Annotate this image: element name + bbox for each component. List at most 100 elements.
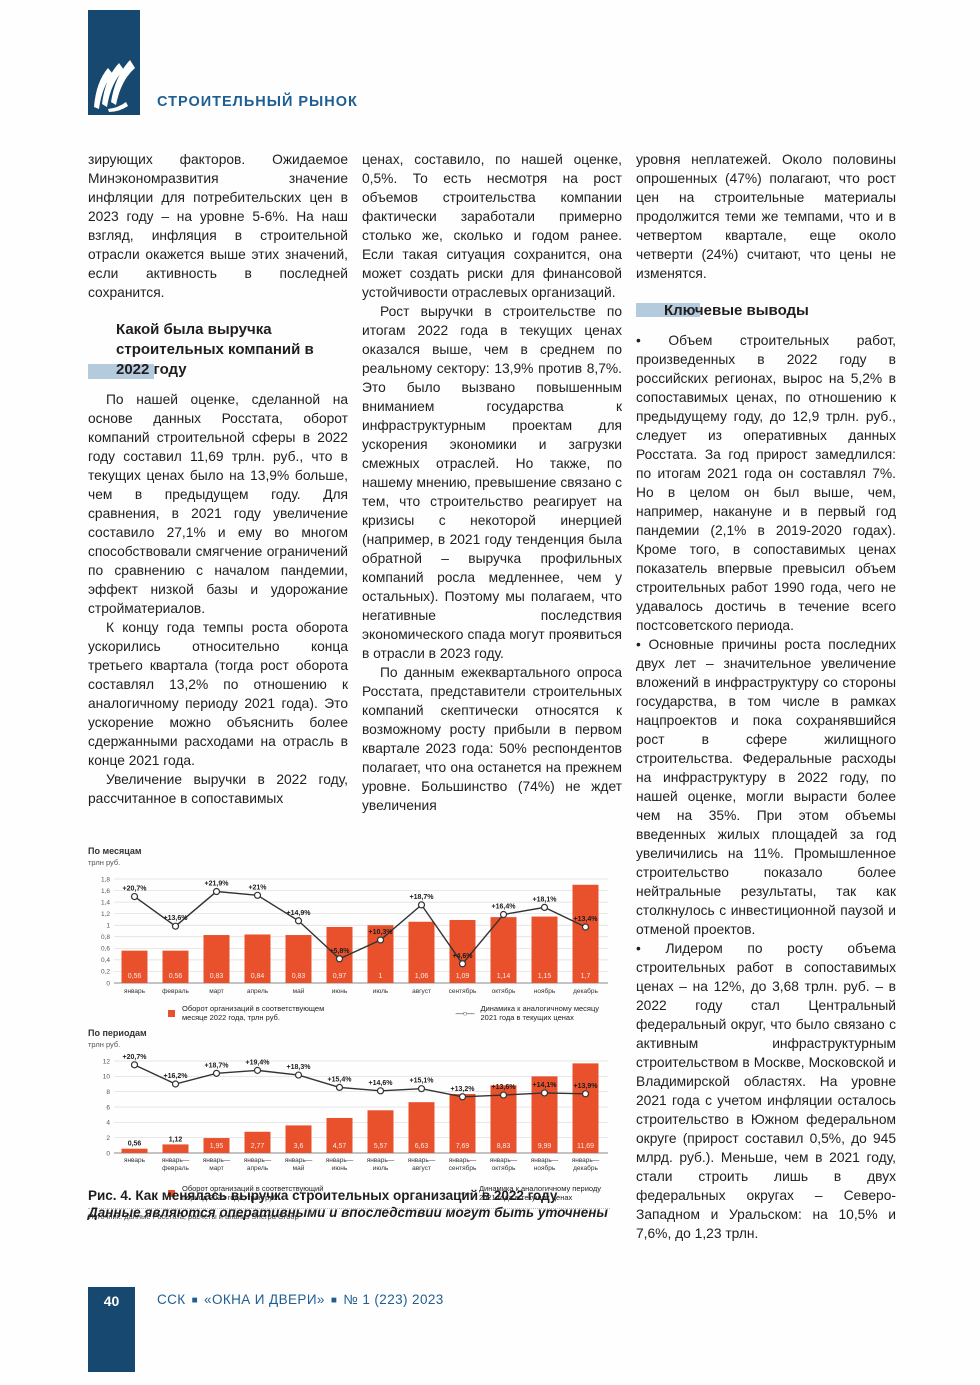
chart-cumulative: По периодам трлн руб. 0 2 4 6 8 10 12 0,56 январ… <box>88 1028 610 1202</box>
line-point-label: +13,6% <box>164 915 189 922</box>
y-tick-label: 6 <box>106 1104 110 1111</box>
bar <box>285 1125 312 1153</box>
line-point <box>540 903 549 912</box>
chart-unit-label: трлн руб. <box>88 1040 121 1049</box>
heading-highlight-bar <box>636 303 700 317</box>
y-tick-label: 4 <box>106 1120 110 1127</box>
bar-value-label: 3,6 <box>294 1143 304 1150</box>
x-tick-label: февраль <box>162 988 189 995</box>
y-tick-label: 0 <box>106 1150 110 1157</box>
bar-value-label: 8,83 <box>497 1143 511 1150</box>
line-point <box>458 1093 467 1101</box>
x-tick-label: июль <box>373 1165 389 1172</box>
bar <box>162 950 189 983</box>
y-tick-label: 1 <box>106 923 110 930</box>
line-point <box>499 1091 508 1099</box>
line-point-label: +13,2% <box>451 1086 476 1093</box>
x-tick-label: июнь <box>332 1165 348 1172</box>
x-tick-label: декабрь <box>573 1164 598 1172</box>
bar <box>244 934 271 983</box>
dynamics-line <box>134 890 586 965</box>
line-point <box>581 1090 590 1098</box>
bar <box>367 925 394 983</box>
line-point-label: +18,7% <box>205 1062 230 1069</box>
bar-value-label: 1,95 <box>210 1143 224 1150</box>
line-point-label: +13,4% <box>574 916 599 923</box>
x-tick-label: ноябрь <box>534 987 556 995</box>
x-tick-label: февраль <box>162 1165 189 1172</box>
line-point <box>335 1083 344 1092</box>
x-tick-label: март <box>209 1165 224 1172</box>
footer-publisher: ССК <box>157 1292 186 1307</box>
page-number: 40 <box>103 1293 120 1309</box>
y-tick-label: 0,6 <box>101 946 110 953</box>
bar-value-label: 1,06 <box>415 973 429 980</box>
footer-issue-name: «ОКНА И ДВЕРИ» <box>204 1292 325 1307</box>
line-series-label: Динамика к аналогичному месяцу 2021 года… <box>480 1004 600 1022</box>
line-point-label: +14,9% <box>287 910 312 917</box>
line-point <box>540 1089 549 1097</box>
text-column-3: уровня неплатежей. Около половины опроше… <box>636 150 896 1243</box>
bar <box>121 950 148 983</box>
dynamics-line <box>134 1064 586 1098</box>
line-point-label: +14,6% <box>369 1080 394 1087</box>
bar <box>326 1117 353 1153</box>
x-tick-label: январь— <box>572 1157 600 1164</box>
bar-series-label: Оборот организаций в соответствующий пер… <box>182 1184 324 1202</box>
paragraph: По нашей оценке, сделанной на основе дан… <box>88 392 348 616</box>
x-tick-label: январь— <box>244 1157 272 1164</box>
bar <box>203 1138 230 1153</box>
bar <box>408 1102 435 1153</box>
bar <box>490 917 517 983</box>
footer-line: ССК ■ «ОКНА И ДВЕРИ» ■ № 1 (223) 2023 <box>157 1292 444 1307</box>
y-tick-label: 1,6 <box>101 888 110 895</box>
x-tick-label: декабрь <box>573 987 598 995</box>
y-tick-label: 1,2 <box>101 911 110 918</box>
bar-value-label: 1,09 <box>456 973 470 980</box>
figure-4: По месяцам трлн руб. 0 0,2 0,4 0,6 0,8 1 1,2 1,… <box>88 846 610 1221</box>
bar-value-label: 1 <box>379 973 383 980</box>
y-tick-label: 0 <box>106 980 110 987</box>
figure-source: Источник: данные Росстата, расчеты и ана… <box>88 1212 299 1221</box>
bar-value-label: 0,56 <box>128 1141 142 1148</box>
x-tick-label: май <box>293 987 305 995</box>
line-point-label: +14,1% <box>533 1082 558 1089</box>
bar-value-label: 2,77 <box>251 1143 265 1150</box>
bar <box>367 1110 394 1153</box>
chart-legend: Оборот организаций в соответствующий пер… <box>88 1184 610 1202</box>
chart-legend: Оборот организаций в соответствующем мес… <box>88 1004 610 1022</box>
y-tick-label: 2 <box>106 1135 110 1142</box>
chart-monthly: По месяцам трлн руб. 0 0,2 0,4 0,6 0,8 1 1,2 1,… <box>88 846 610 1022</box>
line-point-label: +5,8% <box>329 948 350 955</box>
bar-value-label: 1,14 <box>497 973 511 980</box>
x-tick-label: июнь <box>332 988 348 995</box>
line-point-label: +21% <box>248 884 267 891</box>
line-series-marker-icon: —○— <box>455 1008 475 1018</box>
bullet-paragraph: • Объем строительных работ, произведенны… <box>636 333 896 633</box>
bar-value-label: 6,63 <box>415 1143 429 1150</box>
x-tick-label: апрель <box>247 988 269 995</box>
x-tick-label: май <box>293 1164 305 1172</box>
line-point-label: +10,3% <box>369 929 394 936</box>
x-tick-label: ноябрь <box>534 1164 556 1172</box>
x-tick-label: январь— <box>162 1157 190 1164</box>
line-point <box>212 887 221 896</box>
line-point <box>458 960 467 968</box>
figure-caption: Рис. 4. Как менялась выручка строительны… <box>88 1188 612 1220</box>
logo-swoosh-icon <box>94 60 135 112</box>
bar-value-label: 5,57 <box>374 1143 388 1150</box>
paragraph: уровня неплатежей. Около половины опроше… <box>636 152 896 281</box>
bar-value-label: 11,69 <box>577 1143 594 1150</box>
chart-plot-area: 0 0,2 0,4 0,6 0,8 1 1,2 1,4 1,6 1,8 0,56 январь 0,56… <box>101 876 608 995</box>
x-tick-label: март <box>209 988 224 995</box>
x-tick-label: август <box>412 988 431 995</box>
line-point <box>581 923 590 931</box>
y-tick-label: 1,4 <box>101 899 110 906</box>
x-tick-label: август <box>412 1165 431 1172</box>
x-tick-label: январь— <box>367 1157 395 1164</box>
chart-title: По месяцам <box>88 846 142 856</box>
line-point <box>130 892 139 901</box>
chart-title: По периодам <box>88 1028 147 1038</box>
paragraph: Рост выручки в строительстве по итогам 2… <box>362 304 622 661</box>
line-point <box>253 891 262 899</box>
